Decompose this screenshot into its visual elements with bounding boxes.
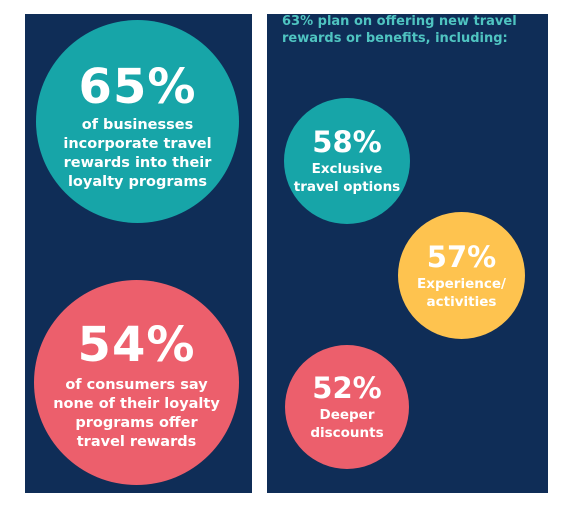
stat-percent: 54% — [77, 316, 196, 373]
benefit-percent: 52% — [312, 371, 382, 405]
stat-circle-businesses: 65% of businesses incorporate travel rew… — [36, 20, 239, 223]
benefit-percent: 58% — [312, 125, 382, 159]
stat-percent: 65% — [78, 58, 197, 115]
benefit-circle-experiences: 57% Experience/ activities — [398, 212, 525, 339]
benefit-percent: 57% — [426, 239, 497, 274]
benefit-description: Deeper discounts — [310, 407, 384, 441]
benefit-circle-exclusive-travel: 58% Exclusive travel options — [284, 98, 410, 224]
benefit-description: Exclusive travel options — [293, 161, 401, 195]
stat-description: of businesses incorporate travel rewards… — [63, 116, 212, 190]
benefit-description: Experience/ activities — [417, 275, 506, 310]
benefit-circle-discounts: 52% Deeper discounts — [285, 345, 409, 469]
stat-description: of consumers say none of their loyalty p… — [53, 376, 220, 450]
right-panel-headline: 63% plan on offering new travel rewards … — [282, 14, 517, 46]
stat-circle-consumers: 54% of consumers say none of their loyal… — [34, 280, 239, 485]
